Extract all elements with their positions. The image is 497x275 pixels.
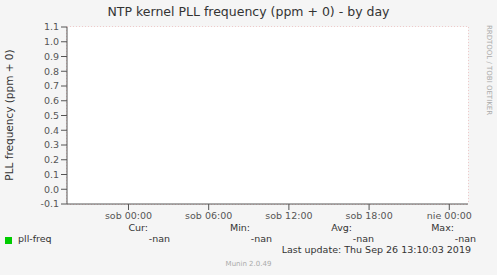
svg-text:sob 18:00: sob 18:00	[345, 210, 392, 221]
html-text:PLL frequency (ppm + 0): PLL frequency (ppm + 0)	[3, 49, 15, 181]
html-text:-nan: -nan	[250, 233, 272, 244]
svg-text:0.7: 0.7	[44, 80, 59, 91]
html-text:pll-freq: pll-freq	[18, 233, 52, 244]
html-text:-nan: -nan	[454, 233, 476, 244]
html-text:Cur:: Cur:	[128, 222, 148, 233]
svg-text:0.1: 0.1	[44, 169, 59, 180]
svg-text:sob 00:00: sob 00:00	[105, 210, 152, 221]
svg-text:0.8: 0.8	[44, 66, 59, 77]
html-text:Max:: Max:	[431, 222, 454, 233]
svg-text:0.0: 0.0	[44, 184, 59, 195]
svg-text:nie 00:00: nie 00:00	[427, 210, 472, 221]
svg-text:1.0: 1.0	[44, 36, 59, 47]
html-text:NTP kernel PLL frequency (ppm: NTP kernel PLL frequency (ppm + 0) - by …	[107, 4, 390, 19]
html-text:Last update: Thu Sep 26 13:10:: Last update: Thu Sep 26 13:10:03 2019	[281, 244, 471, 255]
html-text:-nan: -nan	[352, 233, 374, 244]
svg-text:-0.1: -0.1	[40, 198, 59, 209]
svg-text:0.9: 0.9	[44, 51, 59, 62]
html-text:-nan: -nan	[148, 233, 170, 244]
svg-text:0.6: 0.6	[44, 95, 59, 106]
svg-text:0.4: 0.4	[44, 125, 59, 136]
svg-text:sob 12:00: sob 12:00	[265, 210, 312, 221]
svg-text:0.2: 0.2	[44, 154, 59, 165]
svg-text:0.5: 0.5	[44, 110, 59, 121]
svg-text:0.3: 0.3	[44, 139, 59, 150]
html-text:RRDTOOL / TOBI OETIKER: RRDTOOL / TOBI OETIKER	[485, 24, 493, 116]
html-text:Min:: Min:	[229, 222, 250, 233]
svg-text:sob 06:00: sob 06:00	[185, 210, 232, 221]
html-text:Munin 2.0.49: Munin 2.0.49	[225, 260, 272, 268]
svg-text:1.1: 1.1	[44, 21, 59, 32]
html-text:Avg:: Avg:	[331, 222, 352, 233]
